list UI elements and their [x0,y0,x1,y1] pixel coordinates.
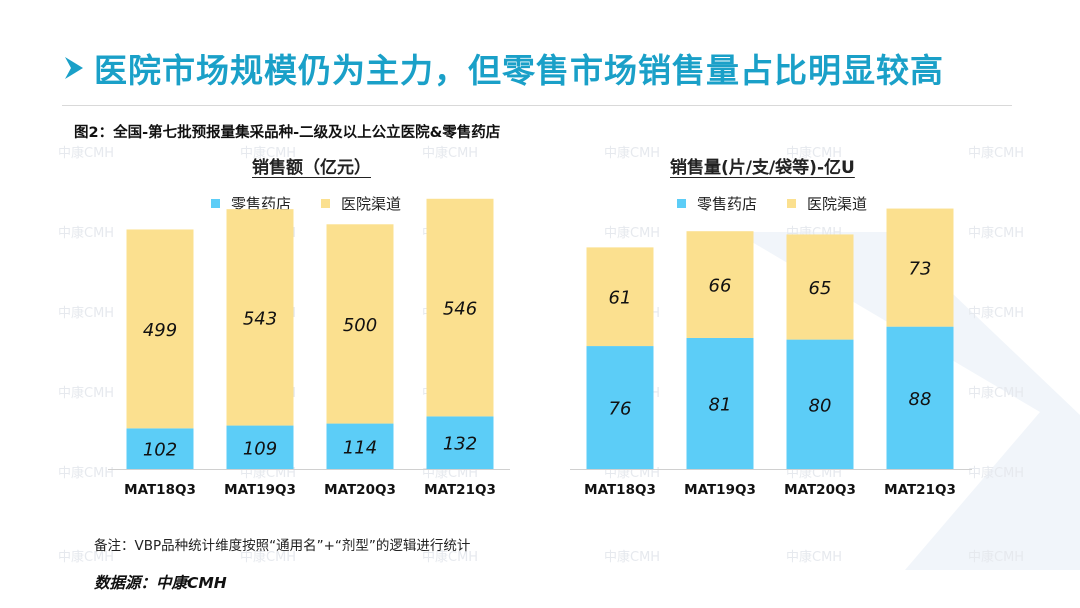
bar-retail-mat21q3 [886,326,954,469]
bar-retail-mat18q3 [126,428,194,469]
legend-item-hospital: 医院渠道 [321,193,401,214]
x-tick-label: MAT21Q3 [424,482,496,498]
data-label-hospital-mat20q3: 65 [809,278,832,299]
data-source: 数据源：中康CMH [94,574,227,592]
legend-label-hospital: 医院渠道 [341,195,402,213]
bar-hospital-mat18q3 [126,229,194,429]
data-label-hospital-mat21q3: 73 [909,259,932,280]
legend-swatch-hospital [321,199,331,208]
title-row: 医院市场规模仍为主力，但零售市场销售量占比明显较高 [62,42,944,94]
bar-hospital-mat20q3 [786,234,854,340]
bar-retail-mat20q3 [786,339,854,469]
data-label-retail-mat20q3: 80 [809,395,832,416]
bar-hospital-mat21q3 [886,208,954,327]
bar-hospital-mat18q3 [586,247,654,347]
data-label-retail-mat18q3: 102 [143,440,177,461]
sales-volume-legend: 零售药店 医院渠道 [677,193,897,214]
title-divider [62,105,1012,106]
data-label-hospital-mat19q3: 543 [243,308,277,329]
bar-retail-mat20q3 [326,423,394,469]
bar-hospital-mat19q3 [686,231,754,338]
legend-item-retail: 零售药店 [211,193,291,214]
legend-label-retail: 零售药店 [231,195,292,213]
triangle-bullet-icon [65,57,83,79]
chart-1: 76 61 MAT18Q3 81 66 MAT19Q3 80 65 MAT20Q3 88 73 MAT… [570,208,972,498]
data-label-hospital-mat19q3: 66 [709,276,732,297]
x-tick-label: MAT20Q3 [784,482,856,498]
x-tick-label: MAT19Q3 [224,482,296,498]
x-tick-label: MAT19Q3 [684,482,756,498]
data-label-hospital-mat21q3: 546 [443,299,477,320]
legend-label-retail: 零售药店 [697,195,758,213]
data-label-hospital-mat18q3: 499 [143,320,177,341]
legend-label-hospital: 医院渠道 [807,195,868,213]
bar-hospital-mat21q3 [426,198,494,417]
data-label-retail-mat19q3: 81 [709,394,732,415]
legend-swatch-retail [677,199,686,208]
bar-hospital-mat20q3 [326,224,394,424]
figure-caption: 图2：全国-第七批预报量集采品种-二级及以上公立医院&零售药店 [74,125,501,141]
data-label-retail-mat21q3: 88 [909,389,932,410]
chart-0: 102 499 MAT18Q3 109 543 MAT19Q3 114 500 MAT20Q3 1… [108,198,510,498]
sales-amount-chart-title: 销售额（亿元） [252,158,371,178]
data-label-retail-mat20q3: 114 [343,437,377,458]
legend-item-hospital: 医院渠道 [787,193,867,214]
data-label-retail-mat19q3: 109 [243,438,277,459]
legend-swatch-hospital [787,199,797,208]
footnote: 备注：VBP品种统计维度按照“通用名”+“剂型”的逻辑进行统计 [94,538,471,554]
data-label-retail-mat18q3: 76 [609,399,632,420]
legend-item-retail: 零售药店 [677,193,757,214]
x-tick-label: MAT21Q3 [884,482,956,498]
x-tick-label: MAT18Q3 [124,482,196,498]
bar-retail-mat19q3 [226,425,294,469]
x-tick-label: MAT18Q3 [584,482,656,498]
sales-volume-chart-title: 销售量(片/支/袋等)-亿U [670,158,855,178]
page-title: 医院市场规模仍为主力，但零售市场销售量占比明显较高 [94,51,944,90]
data-label-hospital-mat18q3: 61 [609,288,632,309]
bar-retail-mat21q3 [426,416,494,469]
x-tick-label: MAT20Q3 [324,482,396,498]
sales-amount-legend: 零售药店 医院渠道 [211,193,431,214]
data-label-retail-mat21q3: 132 [443,434,477,455]
legend-swatch-retail [211,199,220,208]
bar-retail-mat19q3 [686,337,754,469]
data-label-hospital-mat20q3: 500 [343,315,377,336]
bar-hospital-mat19q3 [226,209,294,426]
bar-retail-mat18q3 [586,346,654,469]
